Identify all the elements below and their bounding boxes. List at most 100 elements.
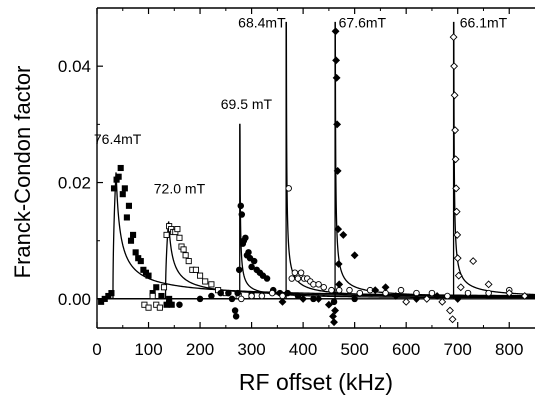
- data-point-filled-diamond: [350, 251, 359, 260]
- data-point-filled-diamond: [453, 294, 462, 303]
- data-point-open-circle: [320, 284, 327, 291]
- data-point-open-square: [145, 304, 152, 311]
- data-point-open-square: [176, 234, 183, 241]
- data-point-filled-circle: [231, 307, 239, 314]
- data-point-filled-diamond: [330, 318, 338, 327]
- data-point-open-diamond: [450, 62, 459, 71]
- data-points-layer: [98, 27, 529, 327]
- data-point-filled-circle: [263, 275, 271, 282]
- data-point-filled-diamond: [391, 292, 400, 300]
- data-point-filled-diamond: [334, 225, 343, 234]
- data-point-filled-square: [137, 258, 144, 265]
- data-point-open-square: [174, 226, 181, 233]
- data-point-open-square: [182, 252, 189, 259]
- data-point-open-circle: [288, 275, 296, 282]
- data-point-filled-circle: [250, 257, 258, 265]
- y-tick-label: 0.00: [58, 290, 91, 309]
- x-tick-label: 0: [92, 340, 101, 359]
- data-point-filled-circle: [242, 234, 249, 242]
- data-point-filled-square: [130, 231, 137, 238]
- data-point-filled-diamond: [381, 283, 390, 292]
- data-point-open-diamond: [453, 254, 462, 263]
- data-point-open-diamond: [438, 297, 447, 306]
- data-point-open-diamond: [454, 271, 463, 280]
- data-point-open-square: [192, 266, 199, 273]
- data-point-filled-circle: [208, 292, 215, 300]
- data-point-filled-circle: [232, 313, 240, 320]
- data-point-filled-diamond: [333, 120, 342, 129]
- data-point-open-circle: [297, 269, 305, 276]
- data-point-filled-circle: [165, 298, 173, 306]
- data-point-filled-square: [132, 249, 139, 256]
- data-point-filled-square: [115, 173, 122, 180]
- data-point-open-circle: [346, 286, 353, 294]
- data-point-open-square: [160, 284, 168, 291]
- data-point-filled-diamond: [412, 294, 421, 303]
- data-point-open-square: [156, 304, 163, 311]
- data-point-open-circle: [291, 269, 299, 276]
- data-point-filled-diamond: [433, 292, 442, 300]
- data-point-open-diamond: [520, 292, 529, 300]
- data-point-filled-circle: [225, 289, 232, 297]
- data-point-filled-square: [108, 290, 115, 297]
- data-point-open-square: [149, 292, 156, 300]
- data-point-open-diamond: [505, 289, 514, 298]
- data-point-filled-circle: [248, 263, 255, 271]
- data-point-filled-circle: [217, 289, 224, 297]
- data-point-open-circle: [485, 289, 492, 297]
- data-point-open-circle: [464, 289, 472, 297]
- data-point-filled-square: [158, 292, 165, 300]
- data-point-filled-circle: [237, 202, 245, 210]
- data-point-filled-diamond: [371, 286, 380, 295]
- x-tick-label: 100: [134, 340, 162, 359]
- data-point-open-circle: [268, 289, 276, 297]
- data-point-filled-diamond: [332, 73, 341, 82]
- data-point-filled-diamond: [335, 280, 344, 289]
- data-point-open-diamond: [456, 283, 465, 292]
- data-point-filled-square: [127, 237, 135, 244]
- data-point-open-diamond: [451, 126, 460, 135]
- data-point-filled-circle: [351, 295, 358, 303]
- data-point-open-diamond: [452, 184, 461, 193]
- x-tick-label: 200: [186, 340, 214, 359]
- data-point-open-diamond: [422, 294, 431, 303]
- data-point-open-diamond: [448, 315, 457, 324]
- data-point-open-diamond: [469, 257, 478, 266]
- data-point-filled-square: [121, 185, 128, 192]
- data-point-open-diamond: [446, 306, 454, 315]
- data-point-filled-square: [125, 202, 132, 209]
- data-point-open-square: [185, 258, 192, 265]
- data-point-open-diamond: [484, 280, 493, 289]
- data-point-open-square: [180, 246, 187, 253]
- data-point-open-diamond: [452, 207, 461, 216]
- data-point-open-circle: [397, 286, 405, 294]
- data-point-open-diamond: [450, 91, 459, 100]
- series-label: 66.1mT: [460, 15, 508, 31]
- data-point-filled-circle: [245, 249, 252, 256]
- series-label: 68.4mT: [238, 15, 286, 31]
- data-point-open-circle: [428, 289, 436, 297]
- data-point-filled-square: [153, 284, 160, 291]
- data-point-filled-diamond: [334, 260, 343, 268]
- data-point-filled-diamond: [278, 297, 287, 306]
- data-point-open-circle: [248, 292, 255, 300]
- data-point-open-square: [163, 231, 170, 238]
- data-point-filled-circle: [176, 301, 183, 308]
- data-point-filled-square: [145, 272, 152, 279]
- data-point-open-square: [208, 281, 215, 288]
- x-tick-label: 700: [444, 340, 472, 359]
- data-point-filled-circle: [235, 266, 243, 274]
- x-axis-title: RF offset (kHz): [239, 369, 393, 395]
- data-point-open-circle: [258, 292, 266, 300]
- data-point-filled-diamond: [324, 300, 333, 309]
- data-point-filled-diamond: [333, 166, 342, 175]
- data-point-filled-diamond: [339, 230, 348, 239]
- data-point-open-circle: [285, 185, 292, 192]
- y-axis-title: Franck-Condon factor: [10, 66, 35, 279]
- data-point-open-circle: [294, 275, 302, 282]
- data-point-open-circle: [444, 292, 451, 300]
- x-tick-label: 600: [392, 340, 420, 359]
- data-point-open-circle: [328, 286, 335, 294]
